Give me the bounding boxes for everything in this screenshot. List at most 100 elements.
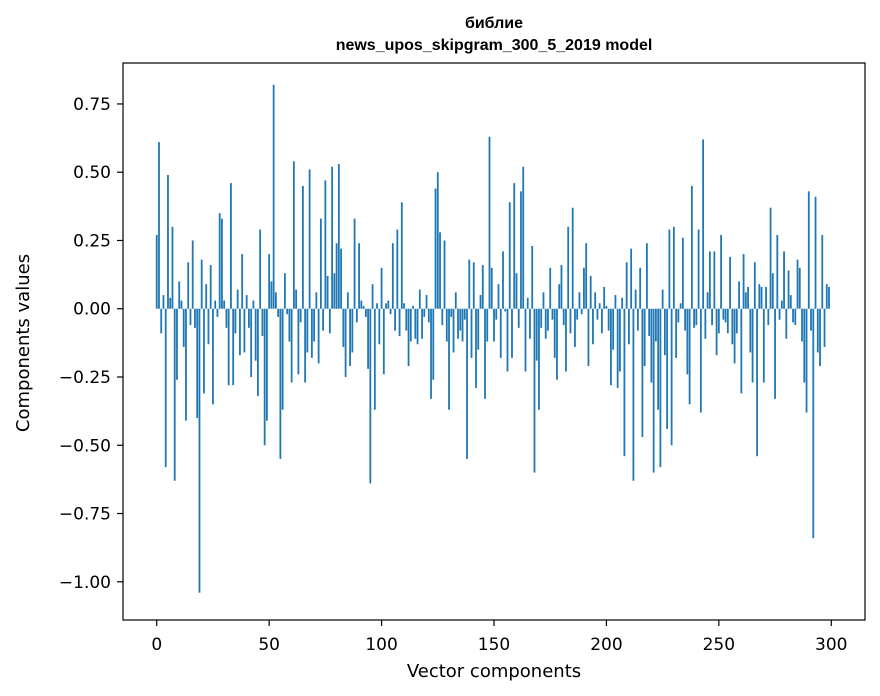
bar-component-213: [634, 289, 637, 309]
bar-component-113: [409, 308, 412, 342]
bar-component-146: [484, 308, 486, 399]
bar-component-197: [598, 303, 601, 309]
bar-component-30: [223, 300, 226, 309]
bar-component-262: [744, 292, 747, 309]
bar-component-236: [686, 308, 689, 375]
bar-component-168: [533, 308, 536, 473]
bar-component-49: [266, 308, 268, 421]
bar-component-178: [556, 308, 558, 380]
bar-component-229: [670, 308, 673, 446]
bar-component-78: [331, 166, 334, 309]
x-tick-label: 150: [478, 635, 510, 655]
bar-component-191: [585, 243, 588, 309]
bar-component-111: [405, 308, 408, 331]
bar-component-149: [490, 267, 493, 309]
bar-component-277: [778, 308, 781, 320]
bar-component-271: [765, 286, 767, 309]
bar-component-207: [621, 297, 624, 309]
bar-component-247: [711, 308, 713, 326]
bar-component-130: [448, 308, 450, 410]
bar-component-198: [601, 308, 603, 334]
bar-component-88: [353, 218, 356, 309]
bar-component-218: [646, 243, 648, 309]
bar-component-175: [549, 267, 552, 309]
bar-component-65: [301, 185, 304, 309]
bar-component-292: [812, 308, 815, 539]
bar-component-287: [801, 308, 803, 342]
bar-component-182: [565, 308, 567, 372]
bar-component-274: [771, 273, 774, 309]
bar-component-290: [807, 191, 810, 309]
bar-component-68: [308, 169, 311, 309]
bar-component-6: [169, 297, 172, 309]
bar-component-164: [524, 308, 527, 372]
bar-component-3: [162, 295, 165, 309]
bar-component-101: [382, 308, 385, 375]
bar-component-134: [457, 308, 459, 339]
bar-component-148: [488, 136, 491, 309]
bar-component-91: [360, 300, 363, 309]
bar-component-261: [742, 254, 745, 309]
bar-component-26: [214, 300, 217, 309]
bar-component-45: [257, 308, 259, 397]
bar-component-51: [270, 281, 273, 309]
bar-component-36: [236, 289, 239, 309]
bar-component-186: [574, 308, 576, 347]
bar-component-230: [672, 226, 675, 309]
bar-component-167: [531, 245, 534, 309]
bar-component-42: [250, 308, 253, 377]
bar-component-124: [434, 188, 437, 309]
bar-component-251: [720, 235, 722, 309]
bar-component-240: [695, 308, 698, 326]
bar-component-179: [558, 284, 561, 309]
y-tick-label: −0.25: [59, 368, 111, 388]
bar-component-220: [650, 308, 653, 383]
bar-component-41: [248, 308, 250, 328]
bar-component-169: [535, 308, 538, 361]
bar-component-166: [529, 308, 531, 339]
bar-component-115: [414, 308, 417, 339]
bar-component-33: [230, 183, 232, 309]
bar-component-8: [173, 308, 176, 481]
bar-component-43: [252, 300, 255, 309]
y-axis-ticks: 0.75 0.50 0.25 0.00 −0.25 −0.50 −0.75 −1.00: [59, 95, 123, 593]
bar-component-278: [780, 300, 783, 309]
bar-component-92: [362, 306, 365, 309]
bar-component-228: [668, 229, 671, 309]
bar-component-79: [333, 273, 336, 309]
bar-component-142: [475, 308, 477, 388]
bar-component-131: [450, 308, 453, 317]
bar-component-89: [355, 308, 358, 323]
bar-component-298: [825, 284, 828, 309]
bar-component-127: [441, 308, 444, 326]
bar-component-158: [511, 308, 513, 358]
bar-component-99: [378, 308, 381, 345]
bar-component-225: [661, 289, 664, 309]
bar-component-260: [740, 308, 743, 394]
x-tick-label: 100: [365, 635, 397, 655]
bar-component-57: [283, 273, 286, 309]
bar-component-80: [335, 243, 338, 309]
bar-component-100: [380, 267, 383, 309]
bar-component-136: [461, 308, 464, 342]
bar-component-52: [272, 84, 275, 309]
bar-component-96: [371, 284, 374, 309]
bar-component-250: [717, 308, 720, 334]
bar-component-176: [551, 308, 554, 320]
bar-component-199: [603, 286, 606, 309]
bar-component-224: [659, 308, 662, 468]
bar-component-211: [630, 248, 633, 309]
bar-component-231: [675, 308, 678, 358]
bar-component-144: [479, 295, 482, 309]
bar-component-31: [225, 308, 228, 328]
bar-component-284: [794, 308, 797, 326]
bar-component-288: [803, 308, 806, 383]
bar-component-24: [209, 265, 212, 309]
bar-component-47: [261, 308, 264, 337]
bar-component-23: [207, 308, 210, 345]
bar-component-234: [681, 237, 684, 309]
bar-component-209: [625, 262, 628, 309]
bar-component-157: [508, 202, 511, 309]
bar-component-13: [185, 308, 187, 421]
